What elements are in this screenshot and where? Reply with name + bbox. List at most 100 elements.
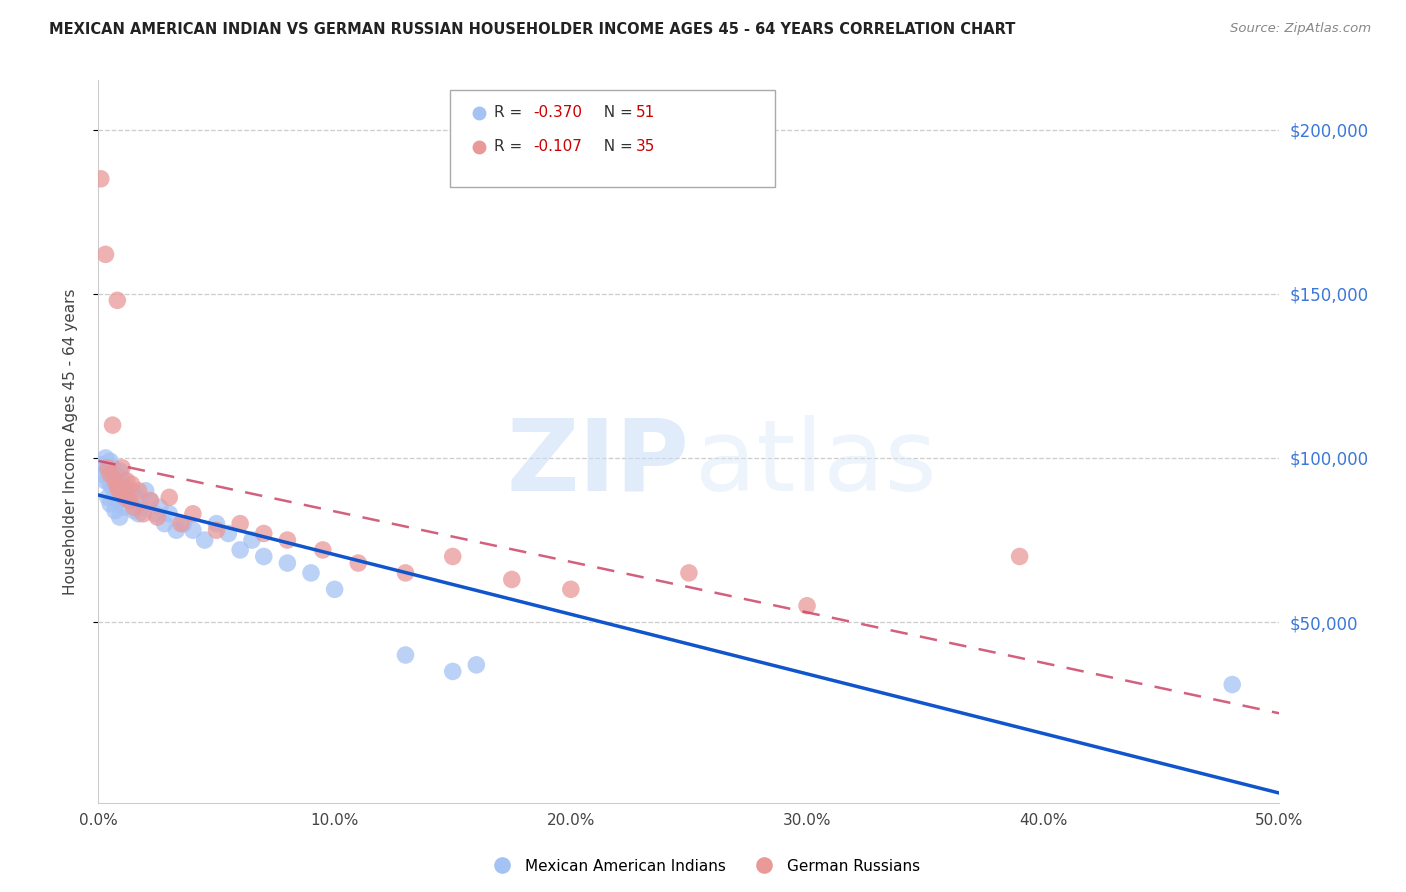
Point bbox=[101, 481, 124, 495]
Point bbox=[465, 657, 488, 672]
Point bbox=[111, 491, 134, 505]
Text: R =: R = bbox=[494, 105, 527, 120]
Text: atlas: atlas bbox=[695, 415, 936, 512]
Point bbox=[128, 483, 150, 498]
Text: 35: 35 bbox=[636, 139, 655, 154]
Point bbox=[323, 582, 346, 597]
Text: N =: N = bbox=[595, 105, 638, 120]
Point bbox=[104, 487, 127, 501]
Point bbox=[205, 516, 228, 531]
Point bbox=[97, 460, 120, 475]
Point bbox=[165, 523, 187, 537]
Point bbox=[108, 510, 131, 524]
Point bbox=[98, 467, 121, 482]
Point bbox=[112, 500, 135, 515]
FancyBboxPatch shape bbox=[450, 90, 775, 187]
Point bbox=[157, 507, 180, 521]
Point bbox=[132, 507, 155, 521]
Point bbox=[276, 533, 298, 547]
Point bbox=[104, 503, 127, 517]
Point bbox=[121, 477, 143, 491]
Point bbox=[101, 460, 124, 475]
Point bbox=[105, 481, 128, 495]
Point bbox=[129, 500, 152, 515]
Point bbox=[394, 566, 416, 580]
Point bbox=[240, 533, 263, 547]
Point bbox=[112, 481, 135, 495]
Point bbox=[94, 247, 117, 261]
Point bbox=[104, 467, 127, 482]
Point bbox=[560, 582, 582, 597]
Point bbox=[194, 533, 217, 547]
Point bbox=[91, 467, 114, 482]
Text: 51: 51 bbox=[636, 105, 655, 120]
Point bbox=[217, 526, 239, 541]
Point bbox=[97, 491, 120, 505]
Point bbox=[153, 516, 176, 531]
Point bbox=[796, 599, 818, 613]
Text: Source: ZipAtlas.com: Source: ZipAtlas.com bbox=[1230, 22, 1371, 36]
Point bbox=[441, 665, 464, 679]
Point bbox=[312, 542, 335, 557]
Point bbox=[205, 523, 228, 537]
Point bbox=[181, 507, 204, 521]
Point bbox=[115, 474, 138, 488]
Point bbox=[98, 497, 121, 511]
Point bbox=[121, 483, 143, 498]
Point bbox=[98, 477, 121, 491]
Point bbox=[253, 549, 276, 564]
Point bbox=[139, 493, 162, 508]
Y-axis label: Householder Income Ages 45 - 64 years: Householder Income Ages 45 - 64 years bbox=[63, 288, 77, 595]
Text: -0.107: -0.107 bbox=[533, 139, 582, 154]
Point bbox=[170, 516, 193, 531]
Point bbox=[299, 566, 322, 580]
Text: N =: N = bbox=[595, 139, 638, 154]
Point bbox=[229, 516, 252, 531]
Point bbox=[125, 491, 148, 505]
Point bbox=[115, 487, 138, 501]
Point bbox=[111, 460, 134, 475]
Point bbox=[501, 573, 523, 587]
Point bbox=[143, 507, 166, 521]
Point bbox=[122, 503, 145, 517]
Point bbox=[90, 458, 112, 472]
Text: ZIP: ZIP bbox=[506, 415, 689, 512]
Point bbox=[157, 491, 180, 505]
Point bbox=[1008, 549, 1031, 564]
Point bbox=[347, 556, 370, 570]
Point bbox=[97, 464, 120, 478]
Point bbox=[108, 464, 131, 478]
Point bbox=[139, 493, 162, 508]
Text: R =: R = bbox=[494, 139, 527, 154]
Text: MEXICAN AMERICAN INDIAN VS GERMAN RUSSIAN HOUSEHOLDER INCOME AGES 45 - 64 YEARS : MEXICAN AMERICAN INDIAN VS GERMAN RUSSIA… bbox=[49, 22, 1015, 37]
Point bbox=[276, 556, 298, 570]
Point bbox=[118, 493, 141, 508]
Legend: Mexican American Indians, German Russians: Mexican American Indians, German Russian… bbox=[481, 853, 925, 880]
Point bbox=[229, 542, 252, 557]
Point bbox=[146, 510, 169, 524]
Point bbox=[678, 566, 700, 580]
Point bbox=[104, 474, 127, 488]
Point bbox=[1220, 677, 1243, 691]
Point bbox=[135, 483, 157, 498]
Point bbox=[90, 171, 112, 186]
Point bbox=[253, 526, 276, 541]
Point bbox=[101, 418, 124, 433]
Point bbox=[122, 500, 145, 515]
Point bbox=[112, 491, 135, 505]
Point bbox=[105, 493, 128, 508]
Point bbox=[105, 474, 128, 488]
Point bbox=[94, 474, 117, 488]
Point bbox=[128, 507, 150, 521]
Point bbox=[181, 523, 204, 537]
Point bbox=[108, 483, 131, 498]
Point bbox=[118, 493, 141, 508]
Point bbox=[105, 293, 128, 308]
Point bbox=[149, 500, 172, 515]
Text: -0.370: -0.370 bbox=[533, 105, 582, 120]
Point bbox=[172, 516, 194, 531]
Point bbox=[98, 454, 121, 468]
Point bbox=[441, 549, 464, 564]
Point bbox=[94, 450, 117, 465]
Point bbox=[394, 648, 416, 662]
